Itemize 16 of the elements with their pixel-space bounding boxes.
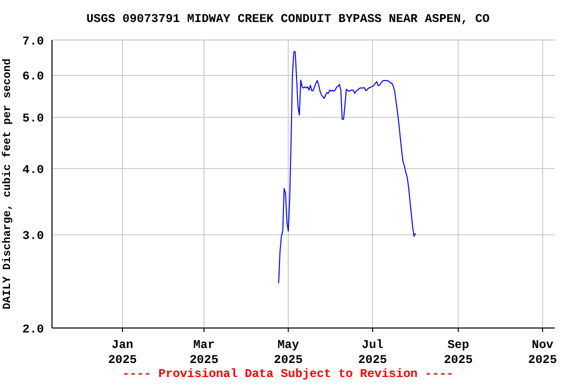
y-tick-label: 4.0 — [22, 162, 44, 177]
x-tick-label: Nov 2025 — [528, 338, 557, 367]
x-tick-label: Jan 2025 — [108, 338, 137, 367]
y-axis-title: DAILY Discharge, cubic feet per second — [0, 58, 14, 310]
x-tick-label: Jul 2025 — [358, 338, 387, 367]
y-tick-label: 2.0 — [22, 322, 44, 336]
y-tick-label: 5.0 — [22, 112, 44, 126]
y-tick-label: 7.0 — [22, 34, 44, 48]
chart-title: USGS 09073791 MIDWAY CREEK CONDUIT BYPASS NEAR ASPEN, CO — [85, 12, 491, 26]
text: ---- Provisional Data Subject to Revision ---- — [121, 367, 455, 381]
x-tick-label: May 2025 — [274, 338, 303, 367]
x-tick-label: Sep 2025 — [444, 338, 473, 367]
line-series — [278, 51, 416, 284]
y-tick-label: 6.0 — [22, 70, 44, 84]
y-tick-label: 3.0 — [22, 229, 44, 244]
x-tick-label: Mar 2025 — [190, 338, 218, 367]
